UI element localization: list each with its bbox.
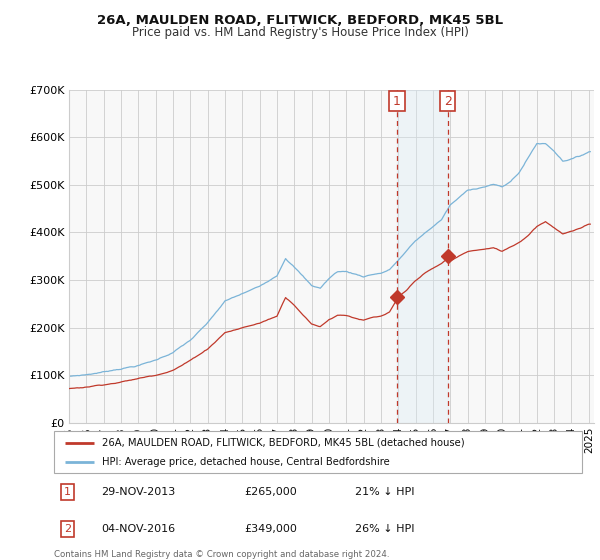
Text: 26% ↓ HPI: 26% ↓ HPI	[355, 524, 415, 534]
Text: 21% ↓ HPI: 21% ↓ HPI	[355, 487, 415, 497]
Text: 1: 1	[393, 95, 401, 108]
Text: 29-NOV-2013: 29-NOV-2013	[101, 487, 176, 497]
Text: HPI: Average price, detached house, Central Bedfordshire: HPI: Average price, detached house, Cent…	[101, 457, 389, 467]
Text: Price paid vs. HM Land Registry's House Price Index (HPI): Price paid vs. HM Land Registry's House …	[131, 26, 469, 39]
Text: 04-NOV-2016: 04-NOV-2016	[101, 524, 176, 534]
Bar	[397, 90, 448, 423]
FancyBboxPatch shape	[54, 431, 582, 473]
Text: 26A, MAULDEN ROAD, FLITWICK, BEDFORD, MK45 5BL: 26A, MAULDEN ROAD, FLITWICK, BEDFORD, MK…	[97, 14, 503, 27]
Text: 2: 2	[64, 524, 71, 534]
Text: £265,000: £265,000	[244, 487, 297, 497]
Text: £349,000: £349,000	[244, 524, 297, 534]
Text: 1: 1	[64, 487, 71, 497]
Text: 2: 2	[443, 95, 452, 108]
Text: 26A, MAULDEN ROAD, FLITWICK, BEDFORD, MK45 5BL (detached house): 26A, MAULDEN ROAD, FLITWICK, BEDFORD, MK…	[101, 437, 464, 447]
Text: Contains HM Land Registry data © Crown copyright and database right 2024.
This d: Contains HM Land Registry data © Crown c…	[54, 550, 389, 560]
